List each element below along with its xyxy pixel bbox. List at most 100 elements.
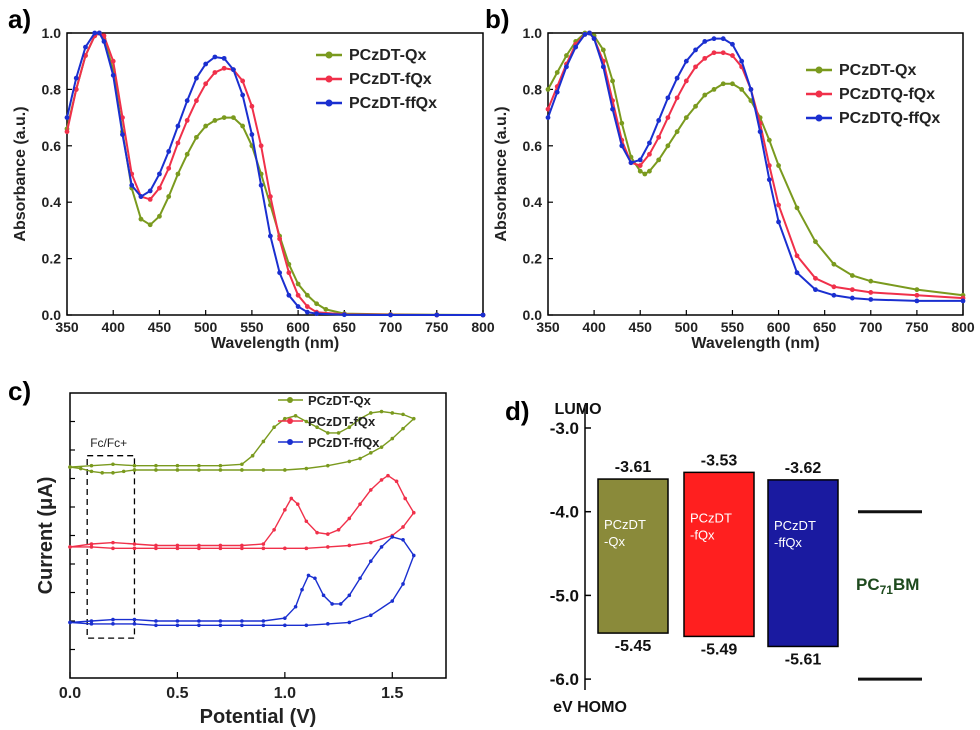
data-point: [849, 273, 855, 278]
data-point: [730, 81, 735, 87]
data-point: [175, 463, 180, 468]
data-point: [138, 194, 144, 199]
data-point: [240, 78, 246, 84]
data-point: [347, 425, 352, 430]
data-point: [197, 619, 201, 623]
legend-marker: [287, 439, 293, 445]
data-point: [111, 546, 115, 551]
data-point: [347, 516, 352, 521]
x-tick-label: 1.5: [381, 685, 403, 702]
data-point: [272, 528, 276, 532]
data-point: [304, 519, 309, 524]
data-point: [184, 151, 190, 157]
data-point: [101, 33, 107, 39]
data-point: [212, 70, 218, 75]
data-point: [157, 171, 162, 177]
data-point: [369, 613, 373, 618]
x-tick-label: 400: [102, 319, 126, 335]
data-point: [379, 478, 384, 482]
legend-marker: [815, 66, 823, 74]
data-point: [748, 87, 754, 92]
data-point: [295, 281, 301, 287]
data-point: [739, 58, 745, 64]
data-point: [338, 602, 343, 606]
data-point: [766, 163, 772, 168]
data-point: [813, 275, 818, 281]
data-point: [730, 53, 735, 58]
fc-reference-box: [86, 455, 136, 639]
data-point: [545, 87, 551, 92]
chart-2: b) 350 400 450 500 550 600 650 700 750 800 0.0 0.2 0.…: [485, 4, 975, 352]
x-axis-label: Wavelength (nm): [691, 335, 819, 352]
x-tick-label: 650: [813, 319, 837, 335]
data-point: [739, 87, 745, 92]
y-tick-label: 1.0: [42, 25, 62, 41]
data-point: [582, 32, 588, 37]
data-point: [831, 261, 837, 267]
data-point: [693, 103, 698, 109]
data-point: [776, 163, 781, 168]
data-point: [157, 213, 162, 219]
data-point: [283, 468, 287, 472]
data-point: [401, 537, 405, 542]
data-point: [218, 623, 223, 628]
data-point: [849, 295, 855, 301]
panel-label: b): [485, 4, 510, 34]
data-point: [868, 297, 874, 302]
data-point: [330, 602, 334, 606]
data-point: [674, 75, 680, 81]
data-point: [272, 425, 276, 430]
data-point: [394, 479, 399, 484]
data-point: [231, 67, 236, 73]
data-point: [111, 462, 115, 467]
y-tick-label: 0.2: [42, 251, 62, 267]
data-point: [295, 304, 301, 309]
data-point: [388, 312, 393, 318]
data-point: [591, 36, 597, 42]
data-point: [121, 469, 126, 474]
data-point: [267, 194, 273, 199]
data-point: [89, 545, 94, 549]
data-point: [711, 87, 717, 92]
data-point: [197, 623, 201, 628]
y-tick-label: 0.4: [523, 194, 543, 210]
legend-marker: [815, 114, 823, 122]
data-point: [683, 58, 689, 64]
data-point: [628, 160, 634, 166]
data-point: [240, 623, 244, 628]
data-point: [960, 298, 966, 304]
data-point: [203, 61, 209, 67]
data-point: [637, 168, 643, 174]
data-point: [369, 488, 373, 492]
data-point: [390, 599, 395, 603]
y-tick-label: 0.6: [42, 138, 62, 154]
bar-name-line: PCzDT: [774, 518, 816, 533]
data-point: [96, 30, 102, 36]
data-point: [277, 236, 283, 242]
data-point: [283, 616, 287, 620]
data-point: [326, 463, 330, 468]
data-point: [197, 543, 201, 548]
bar-name: PCzDT -Qx: [604, 517, 646, 549]
data-point: [68, 545, 72, 549]
data-point: [147, 222, 153, 228]
x-axis-label: Potential (V): [200, 706, 317, 728]
data-point: [564, 64, 569, 70]
data-point: [656, 157, 662, 163]
data-point: [411, 553, 416, 558]
data-point: [730, 41, 735, 47]
data-point: [693, 47, 698, 53]
data-point: [110, 72, 116, 78]
data-point: [286, 270, 292, 276]
data-point: [89, 542, 94, 546]
data-point: [240, 543, 244, 548]
data-point: [554, 70, 560, 75]
data-point: [240, 462, 244, 467]
energy-bar-1: [597, 478, 669, 634]
pcbm-label-subscript: 71: [880, 583, 894, 597]
data-point: [261, 619, 266, 623]
y-tick-label: -3.0: [550, 419, 579, 438]
data-point: [68, 620, 72, 625]
data-point: [218, 546, 223, 551]
